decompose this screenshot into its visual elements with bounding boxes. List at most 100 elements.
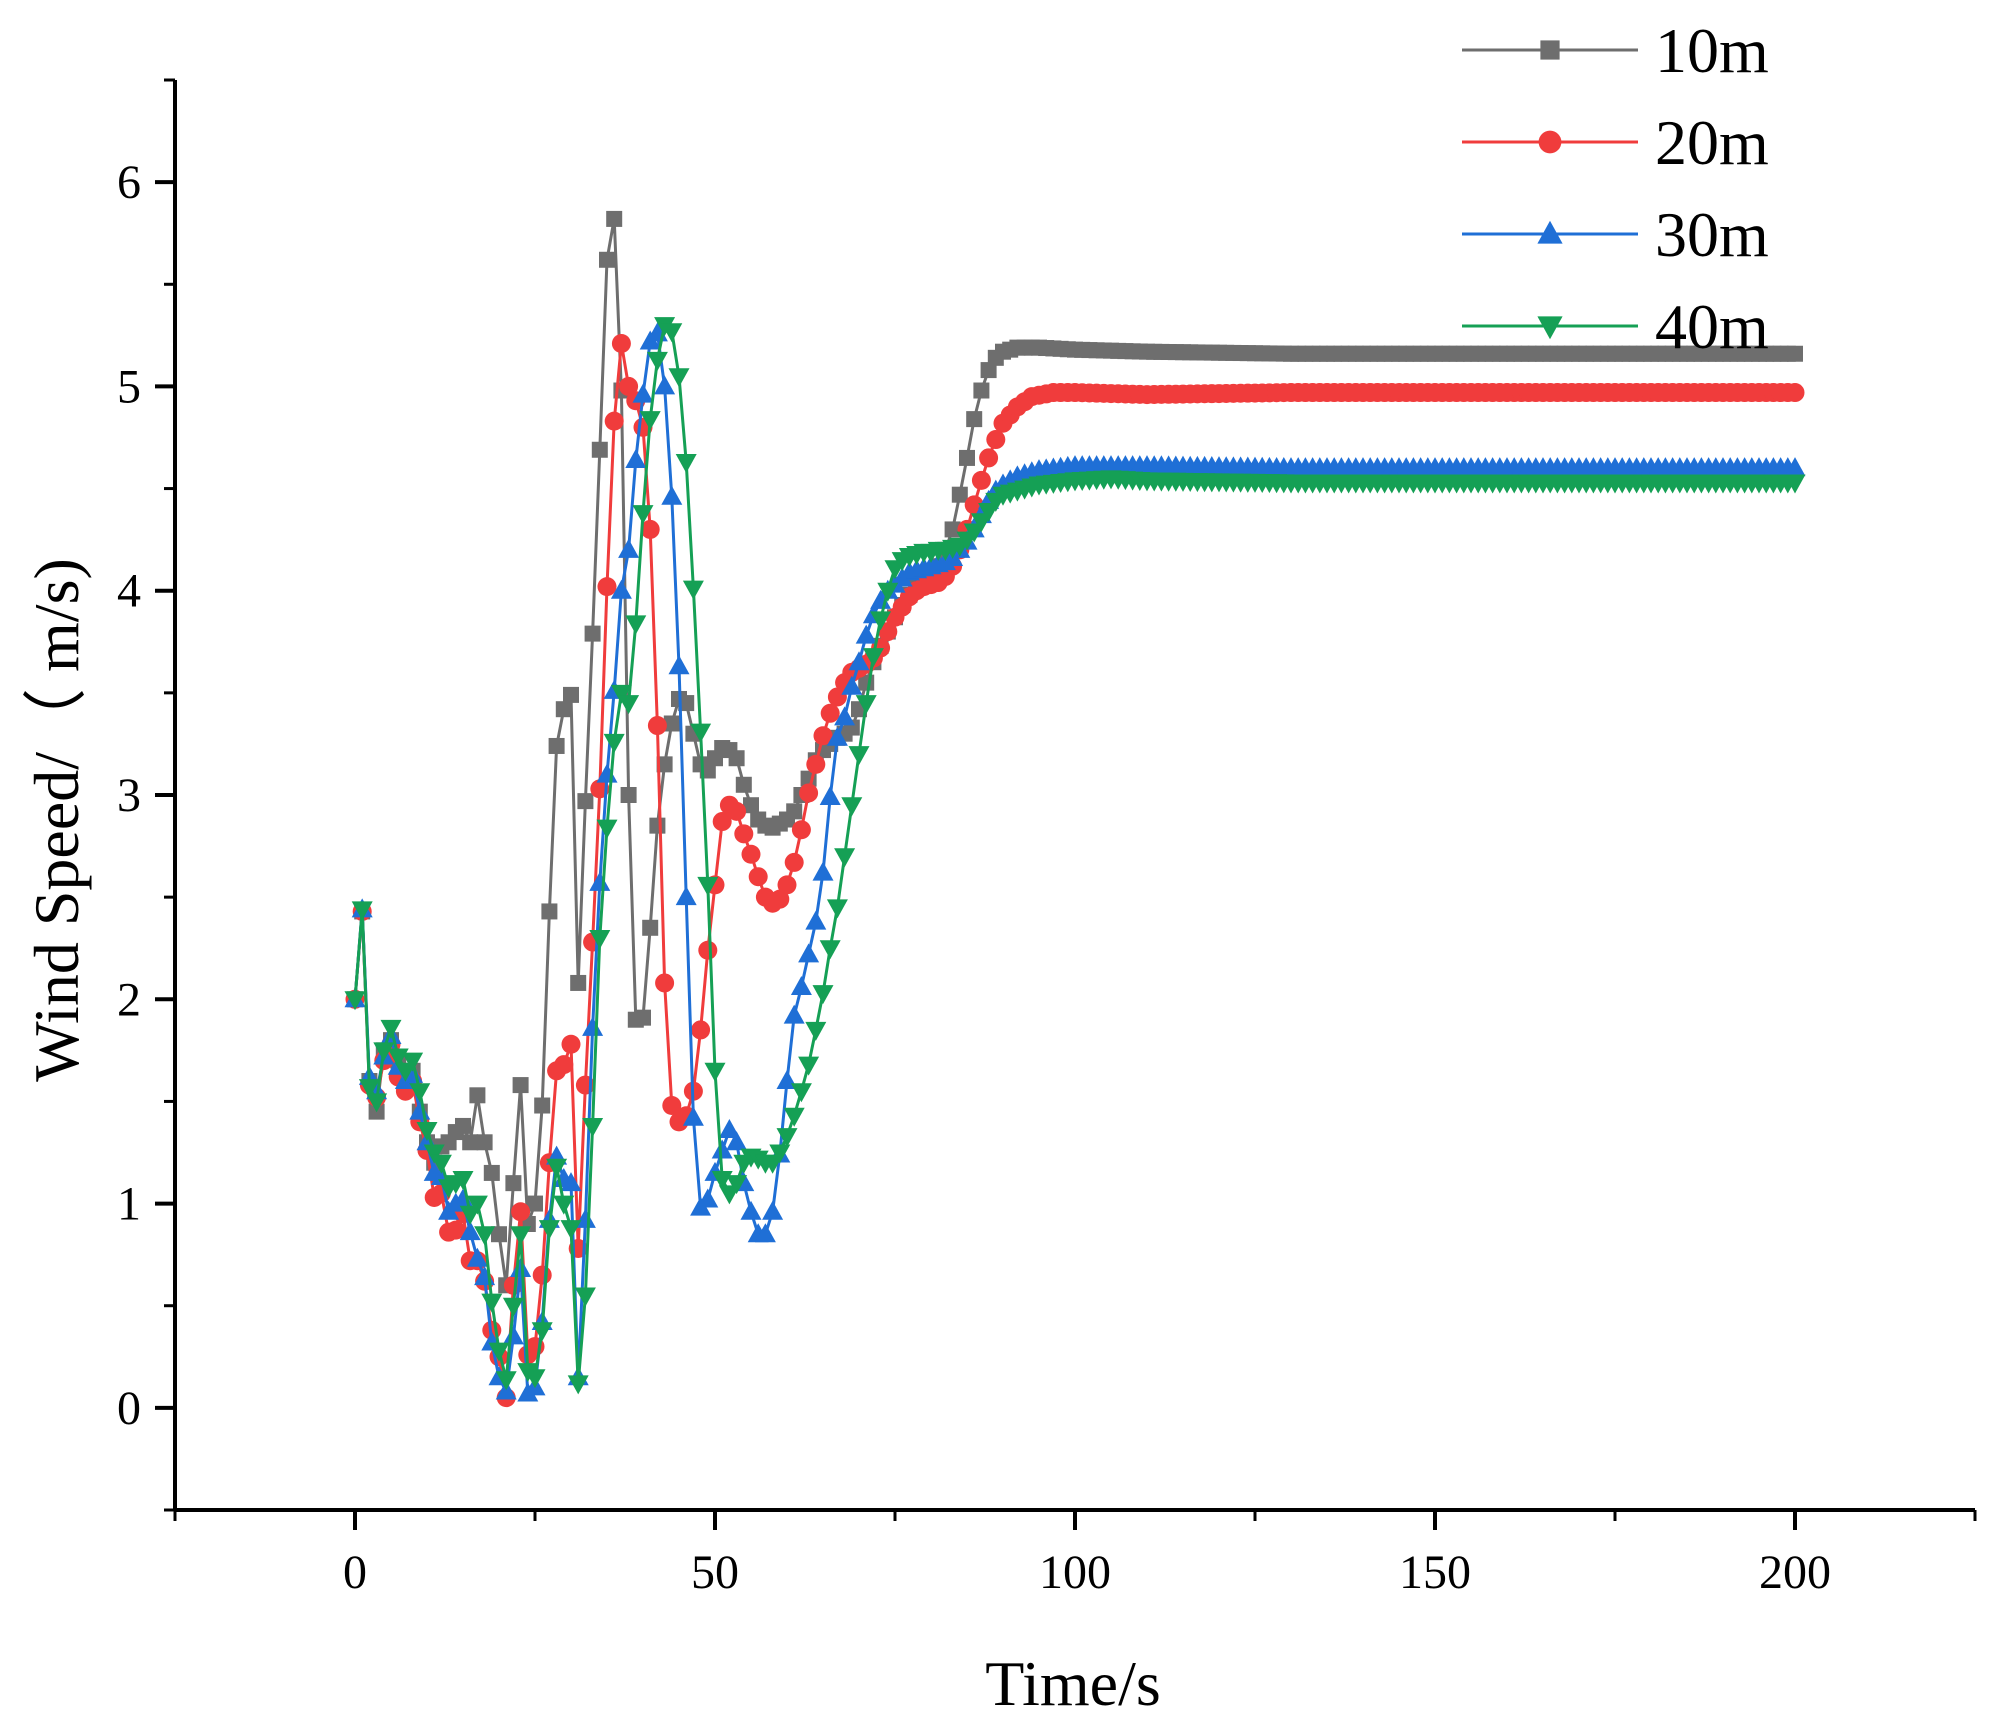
x-tick-label: 100: [1039, 1546, 1111, 1599]
data-point: [534, 1097, 551, 1114]
data-point: [783, 1004, 805, 1024]
data-point: [734, 824, 754, 844]
data-point: [632, 383, 654, 403]
data-point: [462, 1134, 479, 1151]
data-point: [812, 861, 834, 881]
data-point: [483, 1164, 500, 1181]
data-point: [459, 1221, 481, 1241]
data-point: [510, 1226, 532, 1246]
data-point: [826, 726, 848, 746]
data-point: [455, 1117, 471, 1134]
data-point: [682, 580, 704, 600]
data-point: [1787, 345, 1803, 362]
data-point: [848, 651, 870, 671]
data-point: [606, 210, 623, 227]
data-point: [762, 1200, 784, 1220]
legend-label: 30m: [1655, 199, 1769, 270]
legend-label: 40m: [1655, 291, 1769, 362]
data-point: [649, 817, 666, 834]
data-point: [656, 756, 673, 773]
data-point: [726, 1131, 748, 1151]
data-point: [647, 716, 667, 736]
data-point: [791, 820, 811, 840]
data-point: [754, 1223, 776, 1243]
y-tick-label: 0: [117, 1382, 141, 1435]
data-point: [527, 1195, 543, 1212]
data-point: [466, 1247, 488, 1267]
data-point: [452, 1171, 474, 1191]
data-point: [735, 776, 752, 793]
data-point: [560, 1220, 582, 1240]
data-point: [366, 1093, 388, 1113]
data-point: [502, 1297, 524, 1317]
data-point: [798, 943, 820, 963]
data-point: [741, 844, 761, 864]
data-point: [668, 655, 690, 675]
data-point: [834, 706, 856, 726]
legend-item: 20m: [1462, 107, 1769, 178]
data-point: [783, 1107, 805, 1127]
data-point: [531, 1322, 553, 1342]
data-point: [711, 1139, 733, 1159]
data-point: [820, 703, 840, 723]
data-point: [402, 1052, 424, 1072]
data-point: [618, 695, 640, 715]
data-point: [769, 1144, 791, 1164]
data-point: [611, 334, 631, 354]
data-point: [610, 684, 632, 704]
data-point: [541, 903, 558, 920]
data-point: [344, 991, 366, 1011]
data-point: [546, 1158, 568, 1178]
data-point: [635, 1009, 651, 1026]
data-point: [675, 886, 697, 906]
data-point: [862, 648, 884, 668]
data-point: [971, 470, 991, 490]
data-point: [577, 793, 594, 810]
data-point: [553, 1195, 575, 1215]
data-point: [819, 786, 841, 806]
y-tick-label: 4: [117, 565, 141, 618]
data-point: [740, 1200, 762, 1220]
data-point: [589, 930, 611, 949]
data-point: [625, 615, 647, 635]
data-point: [604, 411, 624, 431]
data-point: [358, 1079, 380, 1099]
y-tick-label: 5: [117, 360, 141, 413]
data-point: [682, 1106, 704, 1126]
data-point: [502, 1325, 524, 1345]
y-tick-label: 6: [117, 156, 141, 209]
data-point: [661, 323, 683, 343]
data-point: [563, 686, 579, 703]
data-point: [560, 1172, 582, 1192]
data-point: [488, 1342, 510, 1362]
data-point: [959, 449, 975, 466]
data-point: [582, 1117, 604, 1137]
data-point: [446, 1220, 466, 1240]
data-point: [1784, 474, 1806, 494]
data-point: [870, 611, 892, 631]
legend: 10m 20m 30m 40m: [1462, 15, 1769, 362]
data-point: [474, 1226, 496, 1246]
data-point: [640, 519, 660, 539]
data-point: [878, 622, 898, 642]
data-point: [819, 940, 841, 960]
data-point: [584, 625, 601, 642]
data-point: [597, 577, 617, 597]
data-point: [806, 754, 826, 774]
data-point: [1784, 457, 1806, 477]
data-point: [574, 1208, 596, 1228]
data-point: [728, 750, 745, 767]
y-axis-title: Wind Speed/（ m/s): [21, 558, 92, 1082]
data-point: [986, 430, 1006, 450]
data-point: [570, 974, 587, 991]
data-point: [409, 1083, 431, 1103]
data-point: [790, 976, 812, 996]
data-point: [877, 582, 899, 602]
data-point: [841, 675, 863, 695]
data-point: [466, 1195, 488, 1215]
data-point: [469, 1087, 486, 1104]
data-point: [726, 1175, 748, 1195]
data-point: [524, 1369, 546, 1389]
data-point: [491, 1226, 507, 1243]
